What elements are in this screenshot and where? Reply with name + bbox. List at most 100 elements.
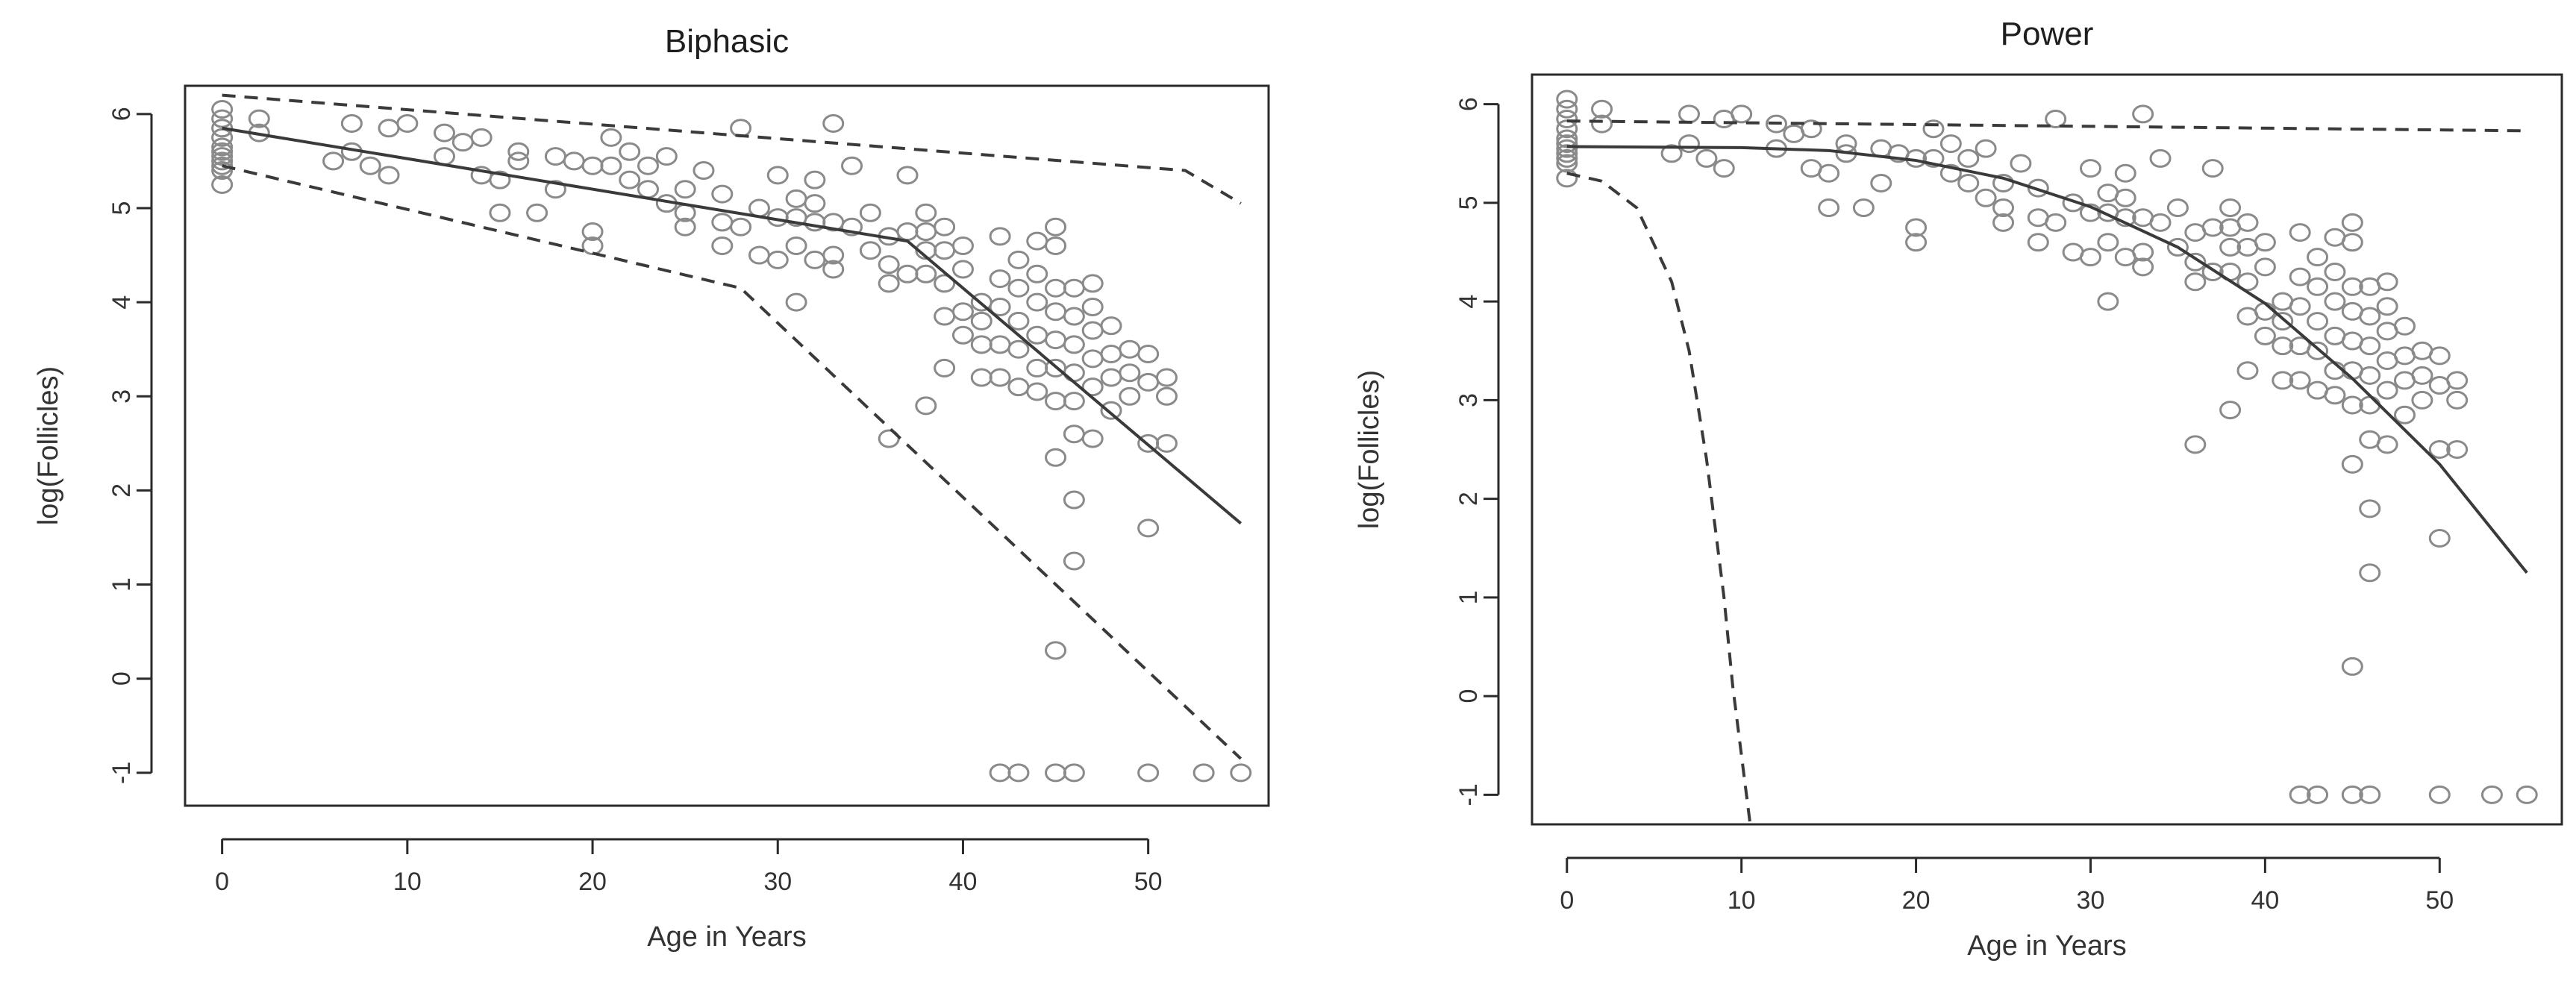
chart-1-data-point [1556,119,1578,139]
chart-1-data-point [2446,440,2469,459]
chart-0-title: Biphasic [665,23,789,60]
chart-1-data-point [2341,454,2363,474]
chart-1-data-point [2341,233,2363,252]
chart-0-x-tick-label: 0 [215,868,229,896]
chart-1-data-point [1556,144,1578,163]
chart-1-data-point [2446,371,2469,390]
chart-1-data-point [2324,262,2346,281]
chart-0-data-point [489,170,511,189]
chart-0-y-tick-label: 2 [107,483,136,498]
chart-1-data-point [1957,148,1980,168]
chart-1-data-point [2010,154,2032,173]
chart-0-data-point [600,156,622,175]
chart-1-data-point [2201,218,2224,237]
chart-1-data-point [2341,395,2363,415]
biphasic-chart: Biphasic 0 10 20 30 40 50 Age in Years -1 0 1 2 3 4 5 6… [33,23,1270,953]
chart-1-data-point [2307,277,2329,296]
chart-0-data-point [1137,345,1160,364]
chart-1-data-point [1818,163,1840,183]
power-chart: Power 0 10 20 30 40 50 Age in Years -1 0 1 2 3 4 5 6 log… [1354,16,2563,962]
chart-1-data-point [1992,198,2015,218]
chart-0-data-point [211,137,234,157]
chart-0-data-point [970,311,992,330]
chart-0-data-point [655,147,678,166]
chart-0-data-point [1063,763,1085,783]
chart-1-data-point [2079,248,2101,267]
chart-1-data-point [1556,99,1578,119]
chart-0-data-point [526,203,548,222]
chart-0-data-point [915,396,937,416]
chart-0-data-point [211,119,234,138]
chart-1-data-point [2219,401,2242,420]
chart-0-data-point [822,260,845,279]
chart-1-data-point [2236,213,2259,232]
chart-0-data-point [693,161,715,181]
chart-1-data-point [2359,563,2381,583]
chart-1-x-tick-label: 0 [1560,886,1574,915]
chart-1-data-point [1591,114,1613,134]
chart-1-data-point [2254,233,2276,252]
chart-0-y-tick-label: -1 [107,762,136,784]
chart-0-data-point [1137,518,1160,538]
chart-0-data-point [822,245,845,265]
chart-0-data-point [1100,316,1122,336]
chart-0-data-point [841,156,863,175]
chart-1-data-point [2341,213,2363,232]
chart-1-data-point [2272,336,2294,356]
chart-1-data-point [2045,110,2067,129]
chart-1-y-tick-label: 3 [1454,393,1483,407]
chart-1-data-point [2236,272,2259,292]
chart-0-data-point [340,113,363,133]
chart-1-data-point [2027,233,2049,252]
chart-1-x-tick-label: 20 [1902,886,1931,915]
chart-1-data-point [2376,435,2398,454]
chart-1-data-point [2428,440,2451,459]
chart-1-title: Power [2001,16,2094,52]
chart-0-data-point [1081,429,1104,448]
chart-0-data-point [1007,339,1030,359]
chart-1-data-point [2359,785,2381,804]
chart-1-data-point [1905,233,1928,252]
chart-1-data-point [2341,277,2363,296]
chart-0-data-point [211,175,234,194]
chart-0-data-point [507,151,530,171]
chart-1-data-point [2428,346,2451,366]
chart-0-data-point [1026,382,1048,401]
chart-1-data-point [1922,119,1945,139]
chart-0-data-point [248,109,270,128]
chart-0-data-point [619,170,641,189]
chart-0-data-point [507,142,530,161]
chart-1-fit-line [1566,145,2528,574]
chart-1-data-point [2289,785,2311,804]
chart-0-data-point [581,222,604,242]
chart-1-data-point [2393,405,2416,424]
chart-0-x-tick-label: 40 [949,868,978,896]
chart-1-data-point [2219,237,2242,257]
chart-1-data-point [2307,341,2329,360]
chart-0-data-point [989,227,1011,246]
chart-1-data-point [1556,139,1578,158]
chart-0-data-point [211,100,234,119]
chart-1-data-point [2201,262,2224,281]
chart-0-data-point [1045,448,1067,467]
chart-1-data-point [2149,148,2172,168]
chart-0-data-point [1100,401,1122,420]
chart-1-data-point [2114,188,2136,207]
chart-1-data-point [1939,163,1962,183]
chart-0-data-point [1063,490,1085,510]
chart-1-data-point [2132,104,2154,124]
chart-0-data-point [1192,763,1215,783]
chart-0-data-point [1155,368,1178,387]
chart-0-data-point [1026,292,1048,312]
chart-0-data-point [1119,386,1141,406]
chart-1-x-tick-label: 10 [1728,886,1756,915]
chart-0-data-point [322,151,345,171]
chart-1-data-point [1695,148,1718,168]
chart-0-data-point [766,250,789,269]
chart-1-data-point [2289,371,2311,390]
chart-0-fit-line [222,126,1242,525]
chart-0-data-point [674,217,696,236]
chart-1-data-point [1818,198,1840,218]
chart-0-lower-bound-line [222,164,1242,760]
chart-1-data-point [2324,292,2346,311]
